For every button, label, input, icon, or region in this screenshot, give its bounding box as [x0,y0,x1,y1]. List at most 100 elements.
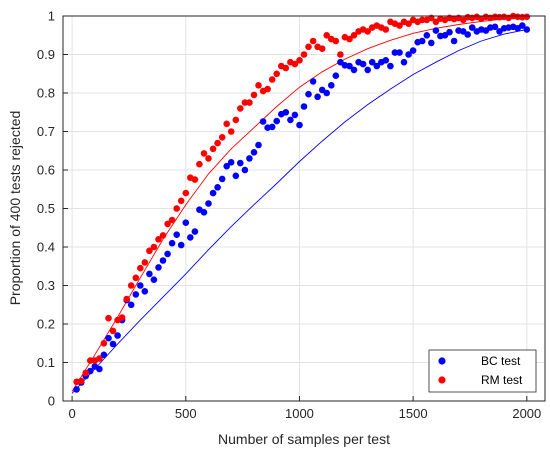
y-tick-label: 0.8 [37,86,55,101]
data-point-rm-test [164,220,171,228]
data-point-bc-test [323,89,331,97]
data-point-bc-test [268,123,276,131]
data-point-bc-test [246,155,253,162]
data-point-rm-test [296,57,303,64]
fit-line-rm-test [71,17,527,392]
y-tick-label: 0.7 [37,124,55,139]
data-point-rm-test [418,16,426,24]
data-point-bc-test [168,239,176,247]
y-tick-label: 0.3 [37,278,55,293]
data-point-rm-test [177,197,185,205]
data-point-bc-test [155,264,162,271]
data-point-rm-test [218,134,226,141]
data-point-bc-test [187,234,194,241]
data-point-rm-test [232,116,240,124]
data-point-rm-test [255,82,262,89]
data-point-bc-test [405,51,412,58]
data-point-bc-test [346,62,353,70]
data-point-rm-test [250,91,258,99]
data-point-rm-test [318,45,326,52]
data-point-rm-test [364,28,372,35]
data-point-rm-test [227,128,235,135]
data-point-bc-test [73,386,80,393]
data-point-bc-test [491,23,499,31]
data-point-bc-test [391,49,399,56]
data-point-bc-test [287,116,294,124]
data-point-bc-test [137,282,144,289]
data-point-bc-test [300,103,308,110]
data-point-bc-test [291,111,299,119]
data-point-bc-test [418,37,426,45]
legend-marker-bc [438,357,446,365]
data-point-rm-test [141,259,149,266]
data-point-bc-test [309,78,317,85]
data-point-rm-test [209,145,217,153]
data-point-rm-test [159,232,167,239]
data-point-bc-test [359,60,367,68]
data-point-bc-test [173,231,180,238]
data-point-bc-test [523,26,531,33]
data-point-rm-test [300,51,308,58]
data-point-rm-test [223,120,230,128]
data-point-rm-test [150,243,158,251]
data-point-bc-test [100,351,108,359]
data-point-bc-test [368,58,376,66]
data-point-bc-test [205,200,212,207]
data-point-rm-test [237,105,244,112]
data-point-rm-test [346,35,353,43]
data-point-bc-test [164,250,171,258]
data-point-rm-test [127,282,135,289]
data-point-bc-test [114,332,121,339]
data-point-bc-test [227,159,235,166]
data-point-rm-test [118,314,126,321]
x-tick-label: 1500 [399,406,428,421]
data-point-bc-test [273,117,281,125]
axis-ticks: 0 0.1 0.2 0.3 0.4 0.5 0.6 0.7 0.8 0.9 1 0 500 1000 150… [37,9,541,422]
data-point-rm-test [523,13,531,21]
y-tick-label: 1 [48,9,55,24]
data-point-bc-test [177,241,185,249]
data-point-bc-test [250,149,258,156]
data-point-rm-test [173,205,180,212]
data-point-rm-test [309,37,317,45]
x-tick-label: 0 [68,406,75,421]
data-point-rm-test [109,327,117,335]
data-point-bc-test [223,162,230,170]
data-point-rm-test [382,26,390,33]
data-point-bc-test [214,184,221,191]
data-point-bc-test [400,58,408,66]
x-axis-title: Number of samples per test [218,431,390,447]
data-points [73,12,531,393]
data-point-rm-test [77,377,85,385]
y-tick-label: 0.4 [37,240,55,255]
data-point-bc-test [373,62,381,70]
y-tick-label: 0.1 [37,355,55,370]
data-point-bc-test [109,340,117,348]
data-point-bc-test [182,219,190,226]
data-point-bc-test [396,49,403,56]
data-point-bc-test [259,118,267,125]
data-point-rm-test [273,70,281,78]
data-point-rm-test [100,340,108,347]
data-point-bc-test [146,270,153,278]
data-point-rm-test [168,216,176,224]
data-point-bc-test [328,82,335,89]
data-point-bc-test [282,109,290,116]
data-point-rm-test [132,274,140,282]
data-point-rm-test [214,139,221,147]
data-point-bc-test [96,365,103,373]
data-point-rm-test [123,295,130,303]
x-tick-label: 500 [175,406,197,421]
data-point-rm-test [332,37,340,45]
data-point-bc-test [150,276,158,284]
data-point-bc-test [127,301,135,309]
data-point-bc-test [423,32,431,39]
data-point-rm-test [200,150,208,157]
data-point-bc-test [218,175,226,183]
legend-box [428,349,537,393]
data-point-bc-test [255,141,262,149]
data-point-bc-test [364,66,372,74]
data-point-bc-test [132,291,140,298]
data-point-rm-test [396,22,403,29]
